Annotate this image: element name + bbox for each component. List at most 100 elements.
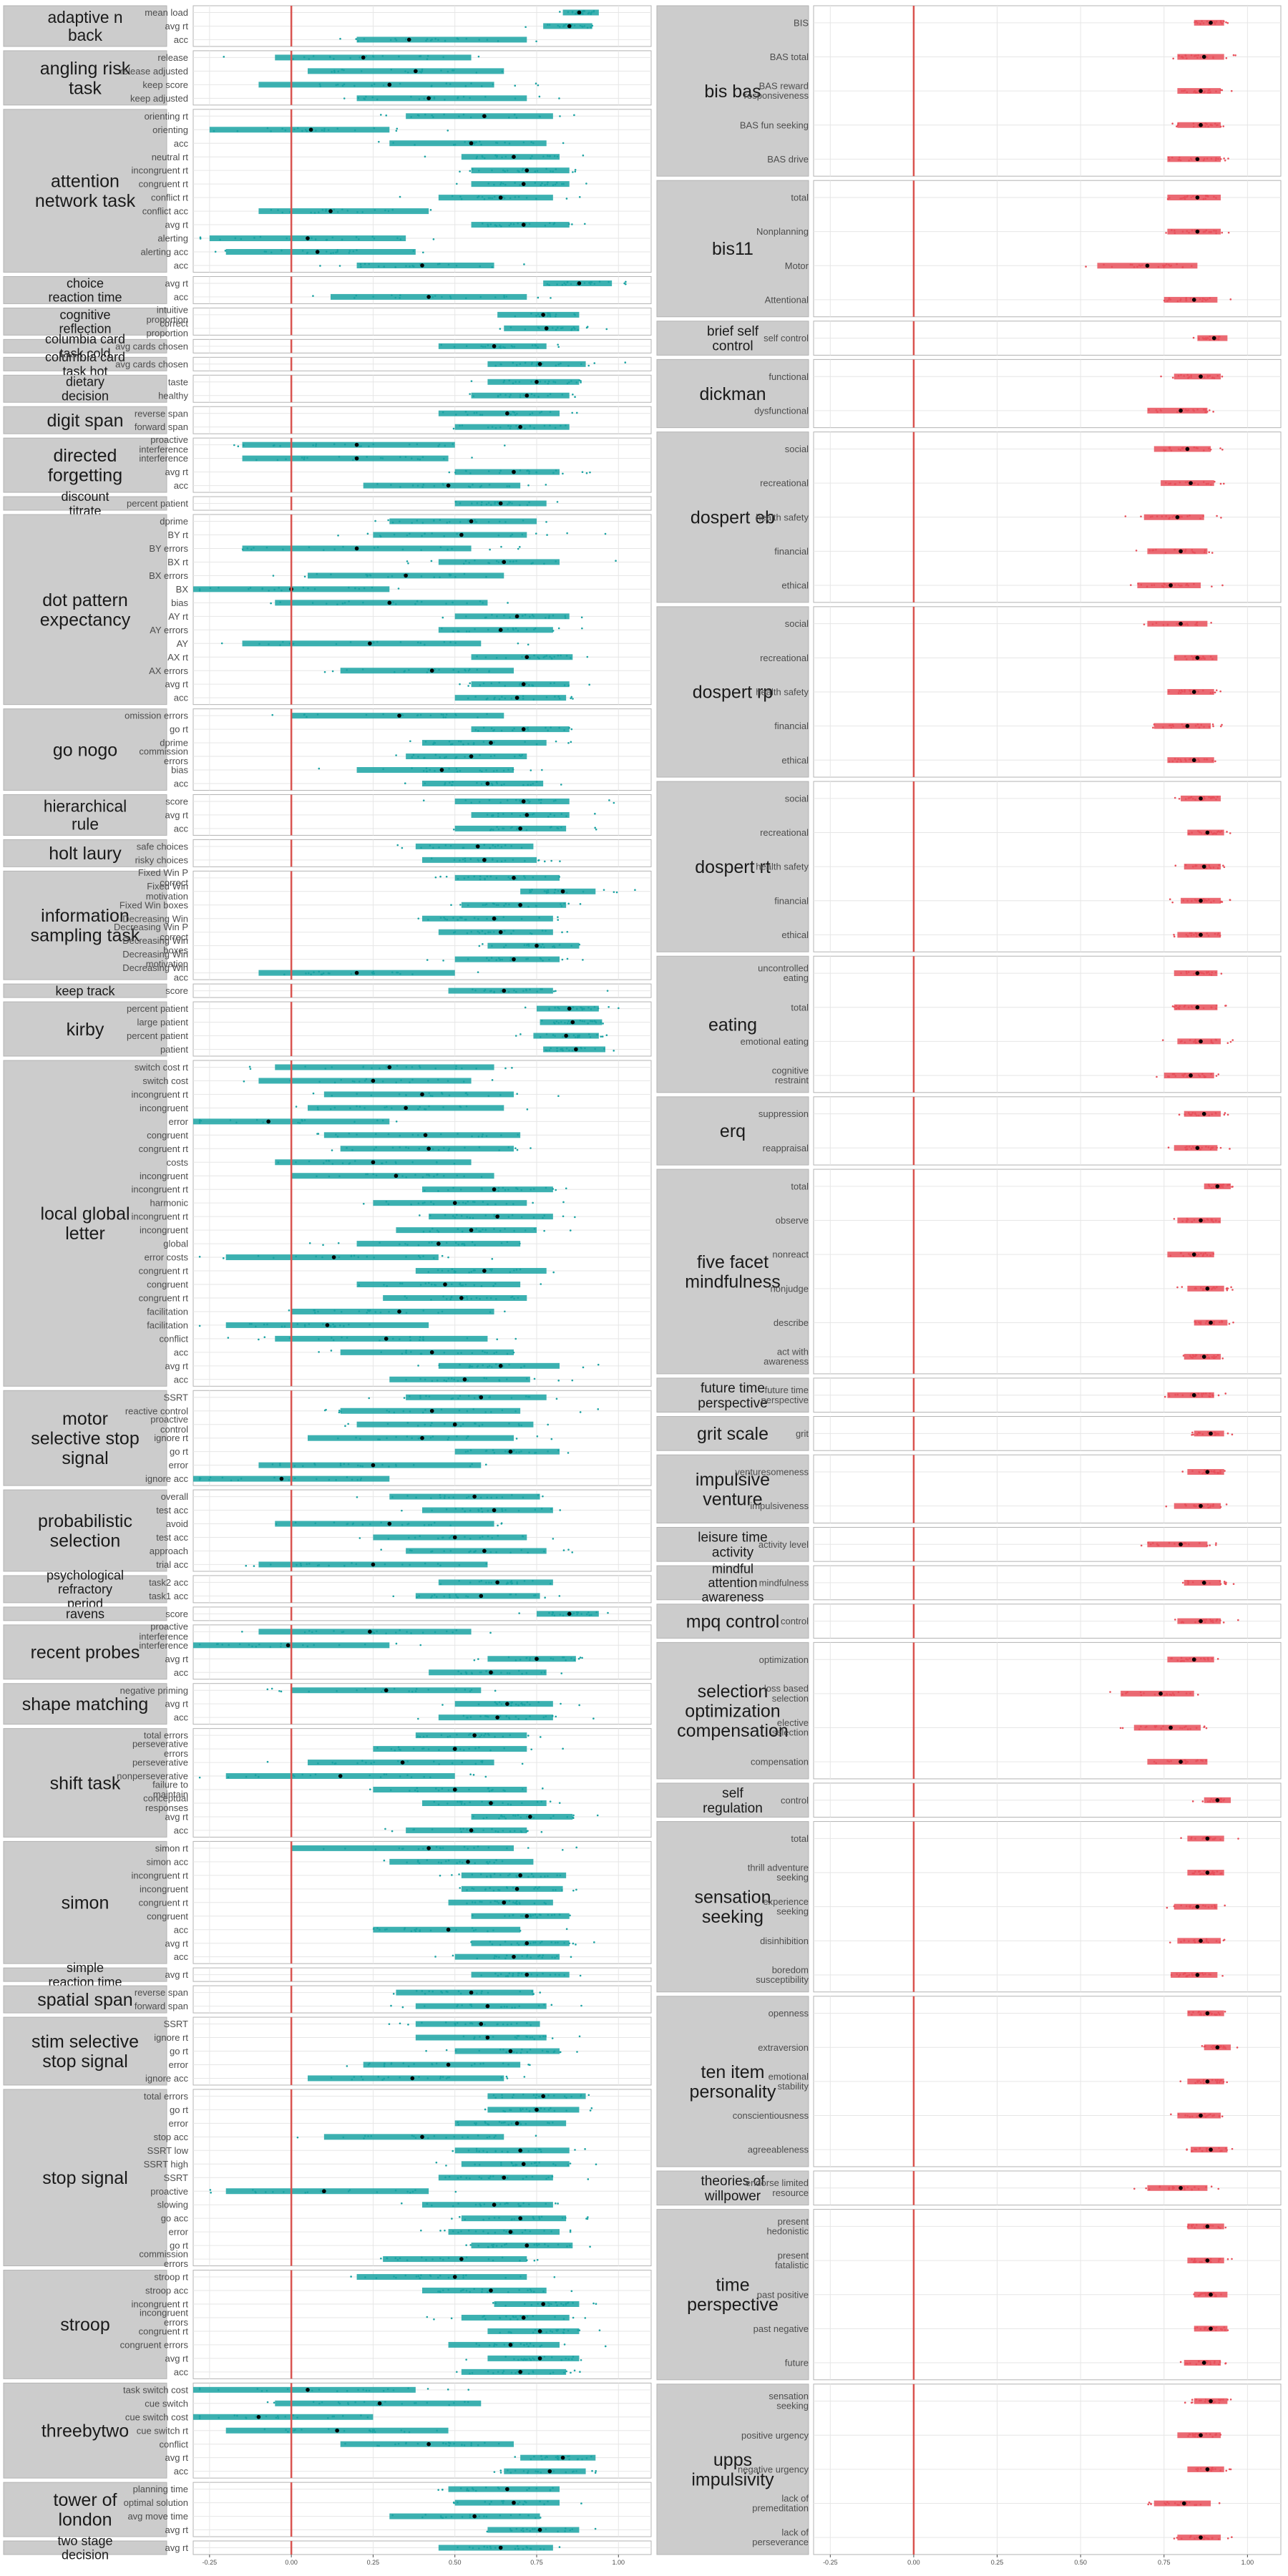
bootstrap-point	[542, 2035, 545, 2038]
row-label: avg rt	[165, 467, 188, 477]
bootstrap-point	[561, 1848, 564, 1851]
bootstrap-point	[581, 1007, 583, 1010]
bootstrap-point	[426, 1859, 429, 1861]
bootstrap-point	[557, 2202, 559, 2205]
bootstrap-point	[587, 1006, 590, 1009]
bootstrap-point	[496, 1703, 499, 1705]
bootstrap-point	[375, 1146, 377, 1148]
mean-point	[439, 768, 444, 772]
bootstrap-point	[495, 656, 498, 659]
bootstrap-point	[529, 425, 532, 428]
bootstrap-point	[570, 2095, 572, 2098]
bootstrap-point	[405, 1146, 407, 1148]
bootstrap-point	[336, 603, 338, 605]
bootstrap-point	[357, 97, 360, 99]
reliability-band	[487, 379, 580, 385]
bootstrap-point	[401, 1848, 404, 1850]
bootstrap-point	[517, 1943, 520, 1946]
bootstrap-point	[583, 25, 586, 27]
bootstrap-point	[409, 2191, 411, 2194]
facet-label: dot pattern expectancy	[40, 590, 131, 630]
bootstrap-point	[373, 1631, 376, 1634]
bootstrap-point	[574, 313, 576, 316]
bootstrap-point	[249, 587, 252, 589]
bootstrap-point	[492, 859, 494, 861]
bootstrap-point	[543, 1550, 545, 1553]
row-label: SSRT high	[144, 2159, 188, 2170]
bootstrap-point	[328, 1478, 331, 1481]
bootstrap-point	[467, 2229, 470, 2232]
bootstrap-point	[487, 197, 490, 199]
bootstrap-point	[504, 521, 507, 523]
row-label: reverse span	[135, 408, 188, 419]
bootstrap-point	[361, 1465, 364, 1468]
bootstrap-point	[482, 682, 485, 685]
bootstrap-point	[538, 2095, 540, 2098]
bootstrap-point	[198, 588, 201, 591]
bootstrap-point	[541, 1020, 543, 1022]
bootstrap-point	[452, 2150, 454, 2152]
bootstrap-point	[557, 2530, 559, 2533]
bootstrap-point	[547, 2302, 550, 2304]
row-label: task switch cost	[123, 2384, 188, 2395]
bootstrap-point	[399, 1775, 401, 1777]
bootstrap-point	[399, 1243, 401, 1246]
bootstrap-point	[512, 729, 514, 731]
bootstrap-point	[416, 458, 419, 460]
bootstrap-point	[500, 1134, 502, 1136]
bootstrap-point	[509, 223, 512, 225]
row-label: BY rt	[167, 530, 188, 540]
bootstrap-point	[541, 362, 544, 365]
bootstrap-point	[338, 265, 341, 267]
mean-point	[368, 1629, 372, 1634]
bootstrap-point	[474, 728, 477, 731]
bootstrap-point	[426, 54, 429, 57]
bootstrap-point	[323, 1409, 326, 1412]
bootstrap-point	[452, 69, 454, 72]
bootstrap-point	[539, 2517, 542, 2519]
bootstrap-point	[567, 1035, 570, 1038]
bootstrap-point	[410, 1776, 413, 1778]
bootstrap-point	[545, 521, 547, 523]
bootstrap-point	[454, 575, 457, 578]
bootstrap-point	[519, 2343, 522, 2345]
bootstrap-point	[534, 2328, 537, 2331]
bootstrap-point	[486, 713, 488, 716]
bootstrap-point	[209, 587, 212, 590]
bootstrap-point	[270, 251, 273, 254]
bootstrap-point	[457, 1800, 459, 1803]
bootstrap-point	[490, 1496, 492, 1499]
bootstrap-point	[501, 1496, 504, 1498]
bootstrap-point	[517, 642, 519, 645]
bootstrap-point	[427, 1271, 430, 1273]
bootstrap-point	[538, 799, 540, 801]
bootstrap-point	[327, 1159, 330, 1162]
bootstrap-point	[316, 1478, 318, 1480]
bootstrap-point	[470, 380, 473, 382]
bootstrap-point	[313, 971, 315, 974]
row-label: congruent rt	[139, 1266, 189, 1277]
bootstrap-point	[459, 1887, 462, 1889]
bootstrap-point	[255, 459, 258, 462]
bootstrap-point	[346, 2389, 348, 2392]
bootstrap-point	[432, 847, 434, 849]
bootstrap-point	[472, 1774, 475, 1776]
bootstrap-point	[368, 445, 370, 448]
bootstrap-point	[459, 1395, 462, 1397]
reliability-band	[363, 482, 521, 489]
bootstrap-point	[580, 2358, 582, 2361]
bootstrap-point	[265, 250, 268, 253]
bootstrap-point	[339, 37, 341, 40]
bootstrap-point	[282, 548, 284, 551]
bootstrap-point	[336, 84, 339, 86]
facet-panel	[192, 374, 652, 403]
reliability-band	[438, 410, 560, 416]
row-label: SSRT low	[147, 2145, 189, 2156]
bootstrap-point	[533, 1377, 536, 1380]
bootstrap-point	[457, 1670, 459, 1673]
bootstrap-point	[304, 129, 307, 131]
bootstrap-point	[472, 1216, 474, 1219]
bootstrap-point	[449, 297, 452, 299]
